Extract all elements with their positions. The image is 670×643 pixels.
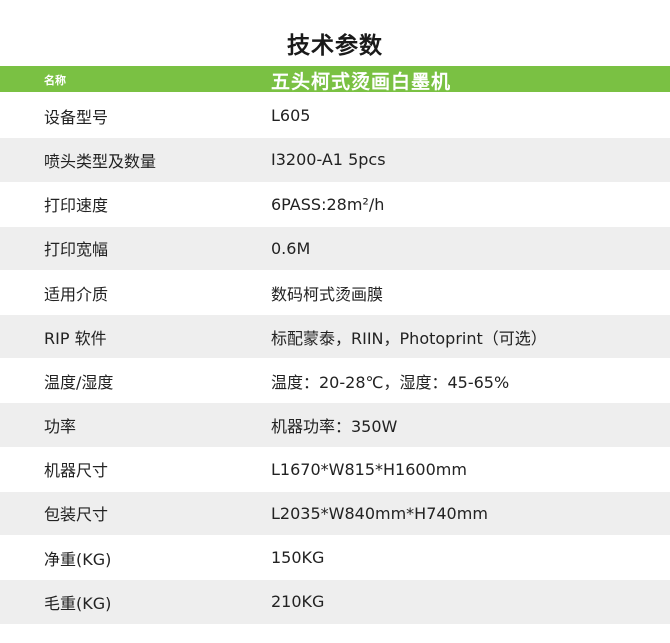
spec-row-net-weight: 净重(KG) 150KG (0, 535, 670, 580)
spec-row-power: 功率 机器功率：350W (0, 403, 670, 447)
spec-label: 机器尺寸 (44, 461, 109, 481)
spec-header-bar: 名称 五头柯式烫画白墨机 (0, 66, 670, 93)
spec-row-machine-size: 机器尺寸 L1670*W815*H1600mm (0, 447, 670, 491)
spec-value: L605 (271, 106, 311, 126)
spec-value: 数码柯式烫画膜 (271, 284, 384, 304)
spec-value: L2035*W840mm*H740mm (271, 503, 488, 523)
spec-value: I3200-A1 5pcs (271, 150, 386, 170)
spec-value: L1670*W815*H1600mm (271, 459, 467, 479)
spec-value: 标配蒙泰，RIIN，Photoprint（可选） (271, 328, 547, 348)
spec-row-rip-software: RIP 软件 标配蒙泰，RIIN，Photoprint（可选） (0, 314, 670, 359)
spec-label: 包装尺寸 (44, 505, 109, 525)
spec-row-printhead: 喷头类型及数量 I3200-A1 5pcs (0, 138, 670, 182)
spec-value: 6PASS:28m²/h (271, 194, 385, 214)
spec-label: 温度/湿度 (44, 372, 114, 392)
spec-label: RIP 软件 (44, 328, 107, 348)
spec-label: 打印宽幅 (44, 240, 109, 260)
spec-row-package-size: 包装尺寸 L2035*W840mm*H740mm (0, 491, 670, 536)
spec-label: 净重(KG) (44, 549, 112, 569)
spec-label: 打印速度 (44, 196, 109, 216)
spec-value: 210KG (271, 592, 325, 612)
spec-label: 功率 (44, 417, 77, 437)
spec-label: 适用介质 (44, 284, 109, 304)
spec-label: 毛重(KG) (44, 593, 112, 613)
spec-row-model: 设备型号 L605 (0, 94, 670, 138)
spec-value: 0.6M (271, 238, 311, 258)
header-name-label: 名称 (44, 74, 66, 87)
spec-row-print-speed: 打印速度 6PASS:28m²/h (0, 182, 670, 226)
spec-value: 机器功率：350W (271, 417, 398, 437)
spec-label: 喷头类型及数量 (44, 151, 157, 171)
page-title: 技术参数 (287, 33, 383, 59)
spec-value: 温度：20-28℃，湿度：45-65% (271, 372, 510, 392)
spec-value: 150KG (271, 548, 325, 568)
spec-label: 设备型号 (44, 107, 109, 127)
spec-row-media: 适用介质 数码柯式烫画膜 (0, 270, 670, 315)
spec-row-gross-weight: 毛重(KG) 210KG (0, 580, 670, 624)
spec-table: 设备型号 L605 喷头类型及数量 I3200-A1 5pcs 打印速度 6PA… (0, 94, 670, 624)
header-product-name: 五头柯式烫画白墨机 (271, 71, 452, 93)
spec-row-temp-humidity: 温度/湿度 温度：20-28℃，湿度：45-65% (0, 359, 670, 403)
spec-row-print-width: 打印宽幅 0.6M (0, 226, 670, 271)
